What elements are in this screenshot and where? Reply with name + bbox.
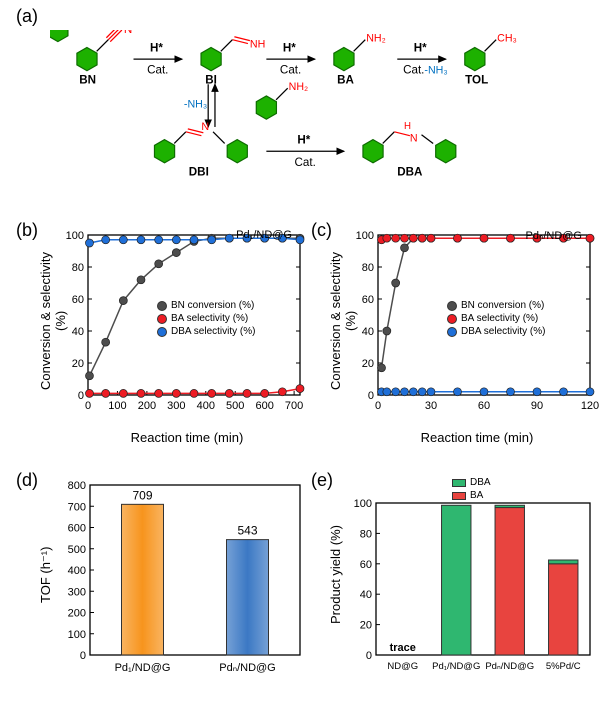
panel-label-b: (b) [16,220,38,241]
svg-text:H*: H* [414,41,427,54]
svg-text:CH₃: CH₃ [497,33,517,45]
svg-text:700: 700 [68,501,86,513]
chart-e-legend: DBA BA [452,477,491,503]
svg-text:Pdₙ/ND@G: Pdₙ/ND@G [485,661,534,672]
svg-text:30: 30 [425,400,437,412]
svg-text:200: 200 [138,400,156,412]
svg-text:600: 600 [68,523,86,535]
svg-text:0: 0 [80,650,86,662]
svg-text:20: 20 [72,358,84,370]
svg-text:ND@G: ND@G [387,661,418,672]
reaction-scheme: N BN H* Cat. NH BI H* Cat. NH₂ BA H* Cat… [50,30,570,190]
panel-label-c: (c) [311,220,332,241]
svg-text:BN: BN [79,73,96,86]
svg-text:100: 100 [354,498,372,510]
svg-text:300: 300 [167,400,185,412]
svg-text:90: 90 [531,400,543,412]
svg-text:40: 40 [360,589,372,601]
svg-text:0: 0 [375,400,381,412]
svg-text:80: 80 [360,528,372,540]
svg-text:NH₂: NH₂ [366,33,386,45]
svg-text:80: 80 [362,262,374,274]
svg-text:5%Pd/C: 5%Pd/C [546,661,581,672]
svg-text:DBA: DBA [397,165,423,178]
svg-text:20: 20 [360,620,372,632]
chart-d: TOF (h⁻¹) 0100200300400500600700800709Pd… [42,475,302,700]
svg-text:N: N [410,133,418,145]
chart-c: Conversion & selectivity (%) 02040608010… [332,225,592,455]
svg-text:40: 40 [362,326,374,338]
svg-text:BA: BA [337,73,354,86]
svg-text:500: 500 [226,400,244,412]
svg-text:trace: trace [390,642,416,654]
svg-text:60: 60 [360,559,372,571]
svg-text:200: 200 [68,608,86,620]
svg-text:H*: H* [150,41,163,54]
svg-text:-NH₃: -NH₃ [184,99,207,111]
svg-text:NH₂: NH₂ [289,81,309,93]
svg-text:Cat.: Cat. [294,156,315,169]
svg-text:Pd₁/ND@G: Pd₁/ND@G [115,662,171,674]
svg-text:600: 600 [255,400,273,412]
svg-text:Pd₁/ND@G: Pd₁/ND@G [432,661,480,672]
svg-text:100: 100 [66,230,84,242]
svg-text:40: 40 [72,326,84,338]
svg-text:-NH₃: -NH₃ [424,65,447,77]
svg-text:TOL: TOL [465,73,488,86]
svg-text:0: 0 [366,650,372,662]
panel-label-d: (d) [16,470,38,491]
chart-b-legend: BN conversion (%) BA selectivity (%) DBA… [157,300,255,339]
svg-text:N: N [124,30,132,36]
svg-text:700: 700 [285,400,303,412]
svg-text:500: 500 [68,544,86,556]
chart-c-title: Pdₙ/ND@G [525,229,582,242]
svg-text:Cat.: Cat. [147,64,168,77]
chart-c-xlabel: Reaction time (min) [387,430,567,445]
svg-text:20: 20 [362,358,374,370]
svg-text:60: 60 [478,400,490,412]
svg-text:H: H [404,121,411,132]
svg-text:60: 60 [72,294,84,306]
svg-text:543: 543 [237,524,257,538]
svg-text:709: 709 [132,488,152,502]
svg-text:N: N [201,121,209,133]
svg-text:400: 400 [197,400,215,412]
svg-text:120: 120 [581,400,599,412]
svg-text:0: 0 [85,400,91,412]
panel-label-e: (e) [311,470,333,491]
svg-text:H*: H* [297,133,310,146]
svg-text:Cat.: Cat. [280,64,301,77]
svg-text:Cat.: Cat. [403,64,424,77]
svg-text:300: 300 [68,586,86,598]
svg-text:NH: NH [250,38,265,50]
svg-text:0: 0 [368,390,374,402]
svg-text:0: 0 [78,390,84,402]
chart-b: Conversion & selectivity (%) 02040608010… [42,225,302,455]
svg-text:60: 60 [362,294,374,306]
chart-b-xlabel: Reaction time (min) [97,430,277,445]
svg-text:100: 100 [108,400,126,412]
chart-e: Product yield (%) 020406080100traceND@GP… [332,475,592,700]
svg-text:H*: H* [283,41,296,54]
svg-text:80: 80 [72,262,84,274]
svg-text:400: 400 [68,565,86,577]
svg-text:DBI: DBI [189,165,209,178]
svg-text:800: 800 [68,480,86,492]
panel-label-a: (a) [16,6,38,27]
svg-text:100: 100 [356,230,374,242]
chart-c-legend: BN conversion (%) BA selectivity (%) DBA… [447,300,545,339]
svg-text:Pdₙ/ND@G: Pdₙ/ND@G [219,662,276,674]
svg-text:100: 100 [68,629,86,641]
chart-b-title: Pd₁/ND@G [236,229,292,241]
